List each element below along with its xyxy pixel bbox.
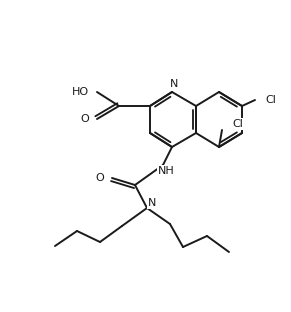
Text: O: O [95,173,104,183]
Text: HO: HO [72,87,89,97]
Text: N: N [170,79,178,89]
Text: Cl: Cl [232,119,243,129]
Text: Cl: Cl [265,95,276,105]
Text: N: N [148,198,156,208]
Text: O: O [80,114,89,124]
Text: NH: NH [158,166,174,176]
